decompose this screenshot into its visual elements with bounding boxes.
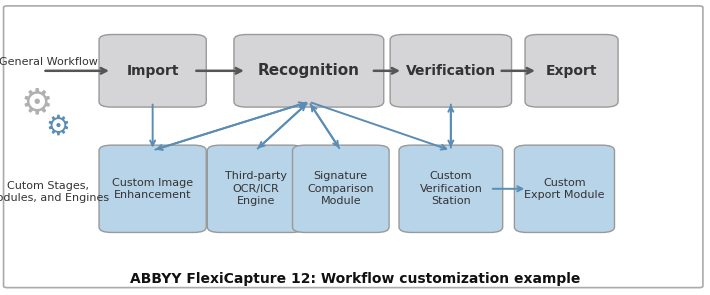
Text: Custom
Export Module: Custom Export Module [524,178,605,200]
FancyBboxPatch shape [399,145,503,232]
FancyBboxPatch shape [391,35,511,107]
Text: Verification: Verification [406,64,496,78]
FancyBboxPatch shape [514,145,615,232]
Text: Custom
Verification
Station: Custom Verification Station [420,171,482,206]
FancyBboxPatch shape [99,145,207,232]
Text: General Workflow: General Workflow [0,57,98,67]
Text: Signature
Comparison
Module: Signature Comparison Module [307,171,374,206]
Text: Recognition: Recognition [258,63,360,78]
FancyBboxPatch shape [207,145,304,232]
Text: Custom Image
Enhancement: Custom Image Enhancement [112,178,193,200]
Text: ABBYY FlexiCapture 12: Workflow customization example: ABBYY FlexiCapture 12: Workflow customiz… [130,272,580,286]
FancyBboxPatch shape [99,35,207,107]
Text: Import: Import [126,64,179,78]
Text: ⚙: ⚙ [21,86,53,120]
FancyBboxPatch shape [525,35,618,107]
FancyBboxPatch shape [4,6,703,288]
Text: Cutom Stages,
Modules, and Engines: Cutom Stages, Modules, and Engines [0,181,109,203]
FancyBboxPatch shape [293,145,389,232]
FancyBboxPatch shape [234,35,383,107]
Text: ⚙: ⚙ [45,113,71,141]
Text: Export: Export [546,64,597,78]
Text: Third-party
OCR/ICR
Engine: Third-party OCR/ICR Engine [224,171,287,206]
